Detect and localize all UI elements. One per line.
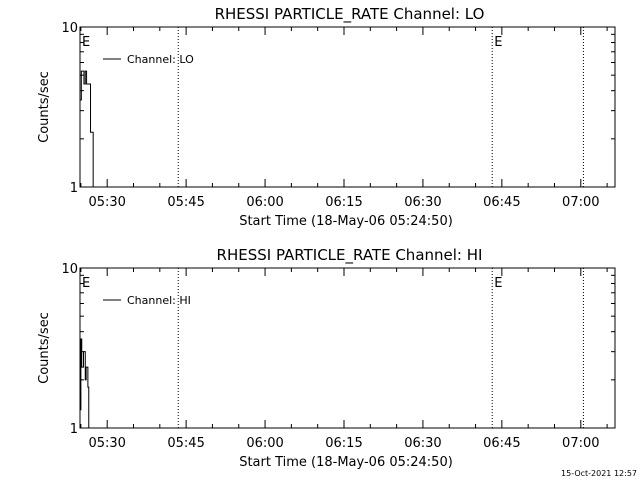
x-tick-label: 07:00 — [562, 436, 599, 451]
x-tick-label: 06:30 — [404, 436, 441, 451]
x-axis-label-hi: Start Time (18-May-06 05:24:50) — [239, 455, 453, 470]
x-tick-label: 06:45 — [483, 195, 520, 210]
x-tick-label: 05:30 — [88, 195, 125, 210]
plot-frame-hi — [79, 267, 616, 429]
x-tick-label: 06:15 — [325, 436, 362, 451]
chart-title-hi: RHESSI PARTICLE_RATE Channel: HI — [217, 246, 483, 265]
render-timestamp: 15-Oct-2021 12:57 — [561, 469, 637, 478]
y-axis-label-lo: Counts/sec — [37, 71, 52, 143]
legend-label-lo: Channel: LO — [127, 53, 194, 66]
x-tick-label: 06:15 — [325, 195, 362, 210]
plot-frame-lo — [79, 26, 616, 188]
chart-panel-lo: RHESSI PARTICLE_RATE Channel: LO 1 10 05:30… — [37, 5, 616, 229]
x-tick-label: 05:45 — [167, 195, 204, 210]
x-tick-label: 05:45 — [167, 436, 204, 451]
event-marker-label: E — [82, 276, 90, 291]
x-tick-label: 06:45 — [483, 436, 520, 451]
x-tick-label: 06:30 — [404, 195, 441, 210]
chart-title-lo: RHESSI PARTICLE_RATE Channel: LO — [215, 5, 485, 24]
event-marker-label: E — [494, 276, 502, 291]
data-series-lo — [80, 70, 94, 187]
x-tick-label: 06:00 — [246, 195, 283, 210]
chart-panel-hi: RHESSI PARTICLE_RATE Channel: HI 1 10 05:30… — [37, 246, 616, 470]
y-tick-label: 10 — [61, 21, 78, 36]
legend-label-hi: Channel: HI — [127, 294, 191, 307]
y-tick-label: 10 — [61, 262, 78, 277]
y-axis-label-hi: Counts/sec — [37, 312, 52, 384]
x-axis-label-lo: Start Time (18-May-06 05:24:50) — [239, 214, 453, 229]
x-tick-label: 05:30 — [88, 436, 125, 451]
event-marker-label: E — [82, 35, 90, 50]
x-tick-label: 07:00 — [562, 195, 599, 210]
y-tick-label: 1 — [70, 181, 78, 196]
data-series-hi — [80, 338, 90, 428]
x-tick-label: 06:00 — [246, 436, 283, 451]
event-marker-label: E — [494, 35, 502, 50]
y-tick-label: 1 — [70, 422, 78, 437]
